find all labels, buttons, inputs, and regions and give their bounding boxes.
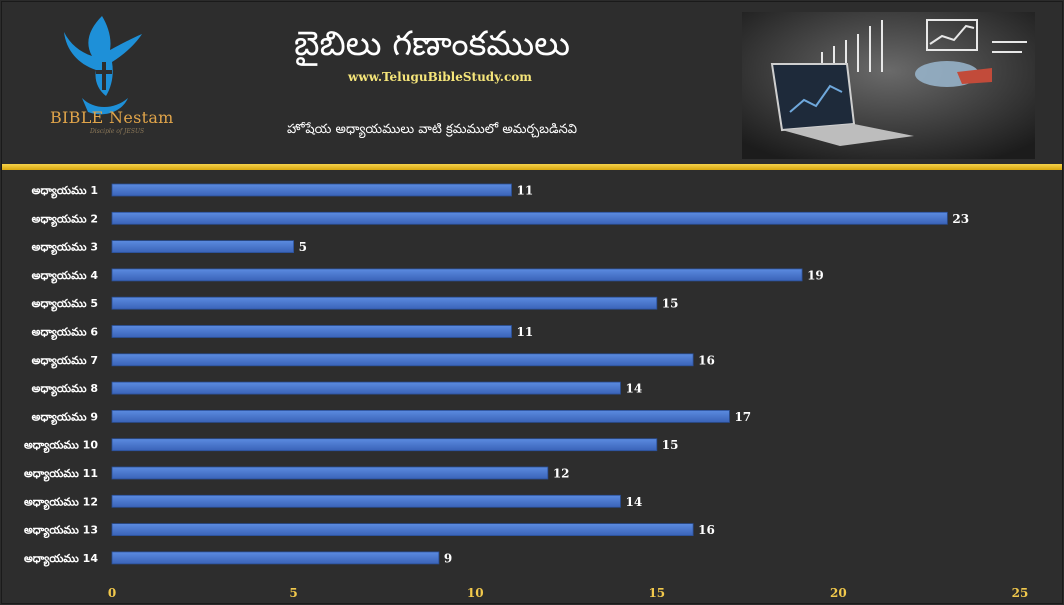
- category-label-11: అధ్యాయము 11: [24, 467, 98, 482]
- category-label-10: అధ్యాయము 10: [24, 439, 98, 454]
- bar-9: [111, 409, 730, 423]
- category-label-4: అధ్యాయము 4: [32, 269, 99, 284]
- category-label-6: అధ్యాయము 6: [32, 326, 99, 341]
- data-label-11: 12: [553, 467, 570, 481]
- category-label-7: అధ్యాయము 7: [32, 354, 98, 369]
- data-label-10: 15: [662, 438, 679, 452]
- data-label-5: 15: [662, 297, 679, 311]
- data-label-3: 5: [299, 240, 307, 254]
- category-label-1: అధ్యాయము 1: [32, 184, 98, 199]
- bar-4: [111, 268, 803, 282]
- data-label-4: 19: [807, 268, 824, 282]
- chart-subtitle: హోషేయ అధ్యాయములు వాటి క్రమములో అమర్చబడిన…: [287, 122, 577, 137]
- data-label-1: 11: [517, 184, 534, 198]
- category-label-9: అధ్యాయము 9: [32, 410, 98, 425]
- category-label-3: అధ్యాయము 3: [32, 241, 98, 256]
- data-label-12: 14: [625, 495, 642, 509]
- bar-1: [111, 183, 512, 197]
- bar-14: [111, 551, 440, 565]
- x-tick-label-1: 0: [108, 586, 116, 600]
- data-label-8: 14: [625, 382, 642, 396]
- bar-chart: అధ్యాయము 1 అధ్యాయము 2 అధ్యాయము 3 అధ్యాయము 4…: [24, 183, 1029, 601]
- category-label-2: అధ్యాయము 2: [32, 212, 98, 227]
- header: BIBLE Nestam Disciple of JESUS బైబిలు గణ…: [2, 2, 1062, 162]
- chart-title: బైబిలు గణాంకములు: [293, 24, 571, 64]
- x-tick-label-6: 25: [1012, 586, 1029, 600]
- bar-2: [111, 211, 948, 225]
- category-label-12: అధ్యాయము 12: [24, 495, 98, 510]
- category-label-14: అధ్యాయము 14: [24, 552, 98, 567]
- x-tick-label-3: 10: [467, 586, 484, 600]
- logo-tagline: Disciple of JESUS: [90, 128, 145, 135]
- data-label-2: 23: [952, 212, 969, 226]
- bar-3: [111, 240, 295, 253]
- bible-nestam-logo: [64, 16, 142, 115]
- category-label-5: అధ్యాయము 5: [32, 297, 98, 312]
- bar-5: [111, 296, 658, 310]
- data-label-9: 17: [734, 410, 751, 424]
- x-tick-label-5: 20: [830, 586, 847, 600]
- header-divider: [2, 164, 1062, 170]
- data-label-6: 11: [517, 325, 534, 339]
- bar-12: [111, 494, 621, 508]
- bar-8: [111, 381, 621, 395]
- bar-7: [111, 353, 694, 367]
- x-tick-label-4: 15: [648, 586, 665, 600]
- data-label-7: 16: [698, 353, 715, 367]
- category-label-8: అధ్యాయము 8: [32, 382, 98, 397]
- bar-6: [111, 325, 512, 338]
- bar-11: [111, 466, 549, 480]
- bar-10: [111, 438, 658, 452]
- bar-13: [111, 523, 694, 537]
- data-label-13: 16: [698, 523, 715, 537]
- data-label-14: 9: [444, 551, 452, 565]
- x-tick-label-2: 5: [289, 586, 297, 600]
- website-link[interactable]: www.TeluguBibleStudy.com: [348, 70, 532, 84]
- laptop-analytics-photo: [742, 12, 1035, 159]
- logo-text: BIBLE Nestam: [50, 108, 174, 127]
- category-label-13: అధ్యాయము 13: [24, 524, 98, 539]
